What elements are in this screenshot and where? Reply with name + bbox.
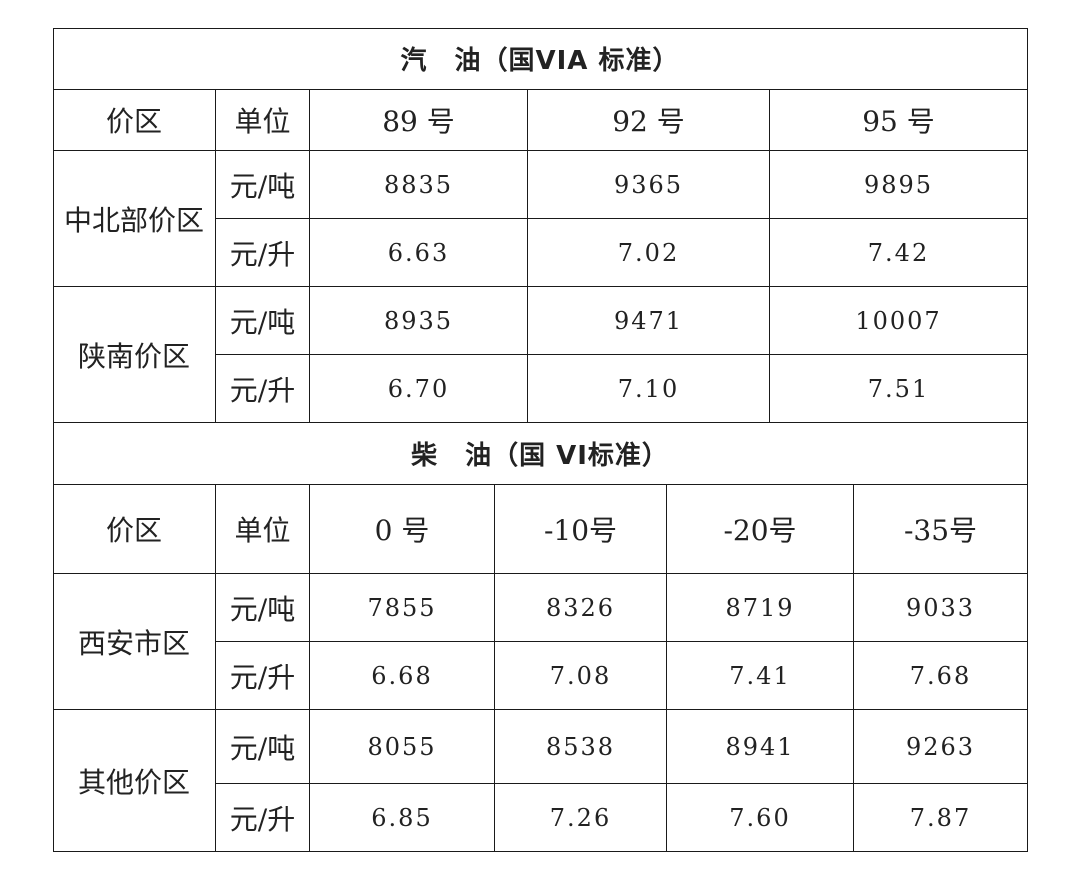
price-cell: 9033 xyxy=(854,574,1028,642)
diesel-header-minus10: -10号 xyxy=(495,485,667,574)
price-cell: 7.87 xyxy=(854,784,1028,852)
gasoline-header-89: 89 号 xyxy=(310,90,528,151)
gasoline-header-unit: 单位 xyxy=(216,90,310,151)
price-cell: 8835 xyxy=(310,151,528,219)
diesel-header-minus35: -35号 xyxy=(854,485,1028,574)
price-cell: 7.68 xyxy=(854,642,1028,710)
price-cell: 7.60 xyxy=(667,784,854,852)
gasoline-header-95: 95 号 xyxy=(770,90,1028,151)
price-cell: 8538 xyxy=(495,710,667,784)
price-cell: 8326 xyxy=(495,574,667,642)
unit-cell: 元/升 xyxy=(216,784,310,852)
unit-cell: 元/升 xyxy=(216,642,310,710)
price-cell: 7.42 xyxy=(770,219,1028,287)
fuel-price-table: 汽 油（国VIA 标准） 价区 单位 89 号 92 号 95 号 中北部价区 … xyxy=(53,28,1028,852)
diesel-region-name: 其他价区 xyxy=(53,710,216,852)
diesel-header-unit: 单位 xyxy=(216,485,310,574)
price-cell: 7.02 xyxy=(528,219,770,287)
unit-cell: 元/吨 xyxy=(216,151,310,219)
price-cell: 7855 xyxy=(310,574,495,642)
diesel-region-name: 西安市区 xyxy=(53,574,216,710)
price-cell: 9895 xyxy=(770,151,1028,219)
price-cell: 7.10 xyxy=(528,355,770,423)
price-cell: 6.68 xyxy=(310,642,495,710)
price-cell: 9263 xyxy=(854,710,1028,784)
gasoline-region-name: 中北部价区 xyxy=(53,151,216,287)
price-cell: 6.70 xyxy=(310,355,528,423)
gasoline-title: 汽 油（国VIA 标准） xyxy=(53,28,1028,90)
price-cell: 8935 xyxy=(310,287,528,355)
price-cell: 6.85 xyxy=(310,784,495,852)
diesel-header-0: 0 号 xyxy=(310,485,495,574)
gasoline-region-name: 陕南价区 xyxy=(53,287,216,423)
price-cell: 6.63 xyxy=(310,219,528,287)
diesel-header-region: 价区 xyxy=(53,485,216,574)
price-cell: 8719 xyxy=(667,574,854,642)
unit-cell: 元/吨 xyxy=(216,574,310,642)
price-cell: 8055 xyxy=(310,710,495,784)
price-cell: 7.51 xyxy=(770,355,1028,423)
unit-cell: 元/吨 xyxy=(216,710,310,784)
price-cell: 9365 xyxy=(528,151,770,219)
gasoline-header-region: 价区 xyxy=(53,90,216,151)
price-cell: 9471 xyxy=(528,287,770,355)
price-cell: 7.26 xyxy=(495,784,667,852)
price-cell: 7.08 xyxy=(495,642,667,710)
price-cell: 8941 xyxy=(667,710,854,784)
unit-cell: 元/吨 xyxy=(216,287,310,355)
diesel-header-minus20: -20号 xyxy=(667,485,854,574)
price-cell: 10007 xyxy=(770,287,1028,355)
price-cell: 7.41 xyxy=(667,642,854,710)
unit-cell: 元/升 xyxy=(216,355,310,423)
unit-cell: 元/升 xyxy=(216,219,310,287)
diesel-title: 柴 油（国 VI标准） xyxy=(53,423,1028,485)
gasoline-header-92: 92 号 xyxy=(528,90,770,151)
